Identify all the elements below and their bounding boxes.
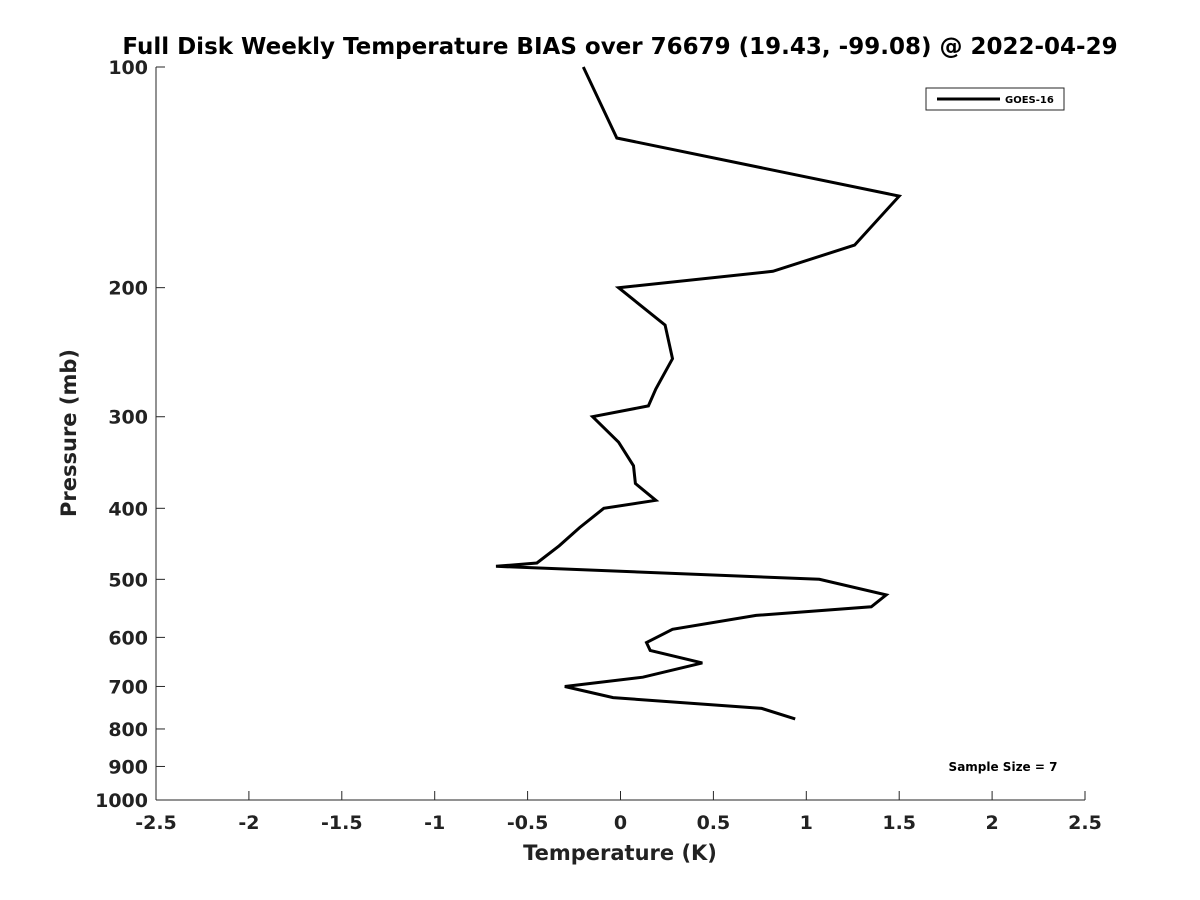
x-tick-label: 2.5 [1068,812,1102,834]
x-tick-label: -2 [238,812,259,834]
x-tick-label: -2.5 [135,812,177,834]
x-tick-label: 0.5 [697,812,731,834]
y-ticks: 100 200 300 400 500 600 700 800 900 1000 [95,57,165,812]
series-group [495,66,903,721]
legend-label: GOES-16 [1005,95,1054,106]
x-tick-label: 0 [614,812,627,834]
y-tick-label: 600 [108,627,148,649]
y-tick-label: 800 [108,719,148,741]
y-tick-label: 400 [108,498,148,520]
x-tick-label: -1 [424,812,445,834]
x-tick-label: -1.5 [321,812,363,834]
y-tick-label: 200 [108,278,148,300]
x-tick-label: 1.5 [882,812,916,834]
x-tick-label: 2 [985,812,998,834]
sample-size-annotation: Sample Size = 7 [949,760,1058,774]
y-tick-label: 100 [108,57,148,79]
x-tick-label: -0.5 [507,812,549,834]
y-axis-label: Pressure (mb) [57,349,81,517]
plot-area [156,67,1085,800]
series-line-1 [495,66,903,721]
y-tick-label: 900 [108,756,148,778]
legend: GOES-16 [925,87,1065,111]
y-tick-label: 500 [108,569,148,591]
y-tick-label: 1000 [95,790,148,812]
y-tick-label: 700 [108,676,148,698]
x-ticks: -2.5 -2 -1.5 -1 -0.5 0 0.5 1 1.5 2 2.5 [135,791,1102,834]
chart-title: Full Disk Weekly Temperature BIAS over 7… [122,34,1117,60]
y-tick-label: 300 [108,407,148,429]
x-tick-label: 1 [800,812,813,834]
x-axis-label: Temperature (K) [523,841,717,865]
